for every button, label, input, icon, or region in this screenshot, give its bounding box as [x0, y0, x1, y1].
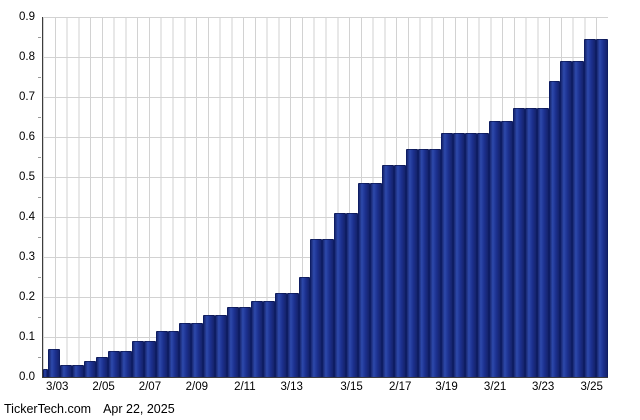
- bar: [191, 323, 204, 377]
- bar: [203, 315, 216, 377]
- bar: [179, 323, 192, 377]
- y-axis-label: 0.5: [19, 171, 35, 183]
- y-axis-label: 0.9: [19, 11, 35, 23]
- bar: [227, 307, 239, 377]
- bar: [572, 61, 585, 377]
- bar: [48, 349, 61, 377]
- footer-date: Apr 22, 2025: [103, 402, 175, 416]
- bar: [167, 331, 180, 377]
- bar: [500, 121, 513, 377]
- bar: [417, 149, 430, 377]
- bar: [477, 133, 489, 377]
- y-axis-label: 0.4: [19, 211, 35, 223]
- footer-source: TickerTech.com: [4, 402, 92, 416]
- x-axis-label: 2/05: [92, 381, 115, 393]
- bar: [43, 369, 49, 377]
- bar: [60, 365, 73, 377]
- chart-footer: TickerTech.com Apr 22, 2025: [4, 402, 175, 416]
- bar: [405, 149, 418, 377]
- horizontal-gridline: [43, 17, 608, 18]
- bar: [131, 341, 144, 377]
- horizontal-gridline: [43, 177, 608, 178]
- bar: [215, 315, 228, 377]
- x-axis-label: 2/07: [138, 381, 162, 393]
- bar-series: [43, 17, 609, 377]
- bar: [143, 341, 156, 377]
- x-axis-label: 2/09: [185, 381, 208, 393]
- bar: [536, 108, 549, 377]
- bar: [322, 239, 335, 377]
- horizontal-gridline: [43, 137, 608, 138]
- y-axis-label: 0.1: [19, 331, 35, 343]
- bar: [524, 108, 537, 377]
- y-axis-minor-tick: [38, 317, 41, 318]
- bar: [369, 183, 382, 377]
- x-axis-label: 3/19: [435, 381, 458, 393]
- bar: [108, 351, 120, 377]
- y-axis-label: 0.0: [19, 371, 35, 383]
- x-axis-label: 2/11: [234, 381, 256, 393]
- bar: [358, 183, 370, 377]
- y-axis-minor-tick: [38, 237, 41, 238]
- x-axis-label: 3/03: [46, 381, 69, 393]
- bar: [310, 239, 323, 377]
- bar: [429, 149, 442, 377]
- x-axis-label: 3/13: [280, 381, 303, 393]
- bar: [489, 121, 501, 377]
- y-axis-minor-tick: [38, 117, 41, 118]
- y-axis-label: 0.2: [19, 291, 35, 303]
- y-axis-minor-tick: [38, 197, 41, 198]
- bar: [119, 351, 132, 377]
- bar: [393, 165, 406, 377]
- y-axis-label: 0.3: [19, 251, 35, 263]
- y-axis-minor-tick: [38, 277, 41, 278]
- bar: [453, 133, 466, 377]
- y-axis-minor-tick: [38, 157, 41, 158]
- bar: [72, 365, 85, 377]
- bar: [584, 39, 597, 377]
- bar: [596, 39, 609, 377]
- bar: [334, 213, 347, 377]
- bar: [84, 361, 97, 377]
- y-axis-minor-tick: [38, 77, 41, 78]
- horizontal-gridline: [43, 217, 608, 218]
- bar: [96, 357, 108, 377]
- y-axis-minor-tick: [38, 357, 41, 358]
- x-axis-label: 3/15: [340, 381, 363, 393]
- y-axis-label: 0.6: [19, 131, 35, 143]
- bar: [441, 133, 454, 377]
- bar: [250, 301, 263, 377]
- bar: [465, 133, 478, 377]
- bar: [548, 81, 561, 377]
- bar: [346, 213, 359, 377]
- bar: [274, 293, 287, 377]
- price-step-chart: [42, 17, 609, 378]
- x-axis-label: 3/23: [531, 381, 555, 393]
- bar: [238, 307, 251, 377]
- y-axis-label: 0.8: [19, 51, 35, 63]
- horizontal-gridline: [43, 97, 608, 98]
- bar: [155, 331, 168, 377]
- y-axis-label: 0.7: [19, 91, 35, 103]
- bar: [286, 293, 299, 377]
- horizontal-gridline: [43, 57, 608, 58]
- x-axis-label: 2/17: [389, 381, 412, 393]
- bar: [560, 61, 573, 377]
- y-axis-minor-tick: [38, 37, 41, 38]
- bar: [262, 301, 275, 377]
- bar: [512, 108, 525, 377]
- x-axis-label: 3/25: [580, 381, 603, 393]
- bar: [381, 165, 394, 377]
- bar: [298, 277, 311, 377]
- x-axis-label: 3/21: [483, 381, 507, 393]
